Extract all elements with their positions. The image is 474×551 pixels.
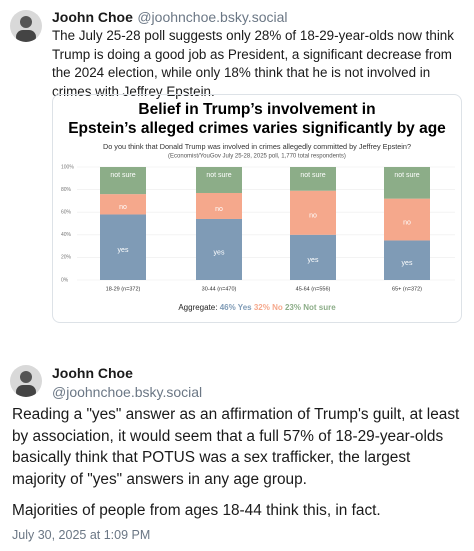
segment-label: yes <box>118 247 129 254</box>
bar-segment <box>384 198 430 241</box>
chart-title-1: Belief in Trump’s involvement in <box>138 101 375 118</box>
paragraph: Reading a "yes" answer as an affirmation… <box>12 406 460 488</box>
author[interactable]: Joohn Choe <box>52 365 133 381</box>
bar-segment <box>100 194 146 215</box>
post-text: The July 25-28 poll suggests only 28% of… <box>52 28 454 99</box>
bar-segment <box>384 167 430 199</box>
chart-title-2: Epstein’s alleged crimes varies signific… <box>68 120 446 137</box>
segment-label: not sure <box>394 172 419 179</box>
aggregate-part: 46% Yes <box>220 303 252 312</box>
bar-segment <box>100 214 146 280</box>
y-tick-label: 40% <box>61 232 72 238</box>
aggregate-label: Aggregate: <box>178 303 217 312</box>
x-tick-label: 30-44 (n=470) <box>202 286 237 292</box>
chart-source: (Economist/YouGov July 25-28, 2025 poll,… <box>168 154 346 160</box>
handle[interactable]: @joohnchoe.bsky.social <box>52 384 203 400</box>
bar-segment <box>290 190 336 235</box>
segment-label: not sure <box>206 172 231 179</box>
y-tick-label: 0% <box>61 277 69 283</box>
bar-segment <box>196 218 242 280</box>
y-tick-label: 60% <box>61 210 72 216</box>
paragraph: Majorities of people from ages 18-44 thi… <box>12 502 381 519</box>
segment-label: not sure <box>110 172 135 179</box>
y-tick-label: 80% <box>61 187 72 193</box>
x-tick-label: 65+ (n=372) <box>392 286 422 292</box>
bar-segment <box>290 234 336 280</box>
bar-segment <box>384 240 430 280</box>
bar-segment <box>196 167 242 193</box>
y-tick-label: 100% <box>61 164 74 170</box>
avatar[interactable] <box>10 365 42 397</box>
y-tick-label: 20% <box>61 255 72 261</box>
bar-segment <box>196 192 242 219</box>
chart-subtitle: Do you think that Donald Trump was invol… <box>103 142 411 151</box>
bar-segment <box>100 167 146 195</box>
post-body: Reading a "yes" answer as an affirmation… <box>12 404 468 522</box>
bar-segment <box>290 167 336 191</box>
segment-label: yes <box>214 249 225 256</box>
timestamp[interactable]: July 30, 2025 at 1:09 PM <box>12 528 151 542</box>
chart: Belief in Trump’s involvement in Epstein… <box>61 101 455 312</box>
x-tick-label: 18-29 (n=372) <box>106 286 141 292</box>
segment-label: no <box>403 219 411 226</box>
segment-label: not sure <box>300 172 325 179</box>
segment-label: no <box>119 204 127 211</box>
segment-label: yes <box>308 257 319 264</box>
avatar[interactable] <box>10 10 42 42</box>
segment-label: yes <box>402 260 413 267</box>
chart-card[interactable]: Belief in Trump’s involvement in Epstein… <box>52 94 462 323</box>
author[interactable]: Joohn Choe <box>52 9 133 25</box>
x-tick-label: 45-64 (n=556) <box>296 286 331 292</box>
handle[interactable]: @joohnchoe.bsky.social <box>137 9 288 25</box>
segment-label: no <box>215 206 223 213</box>
aggregate-part: 32% No <box>254 303 283 312</box>
segment-label: no <box>309 213 317 220</box>
aggregate-part: 23% Not sure <box>285 303 336 312</box>
aggregate: Aggregate: 46% Yes 32% No 23% Not sure <box>178 303 336 312</box>
post-header: Joohn Choe @joohnchoe.bsky.social <box>52 9 288 27</box>
